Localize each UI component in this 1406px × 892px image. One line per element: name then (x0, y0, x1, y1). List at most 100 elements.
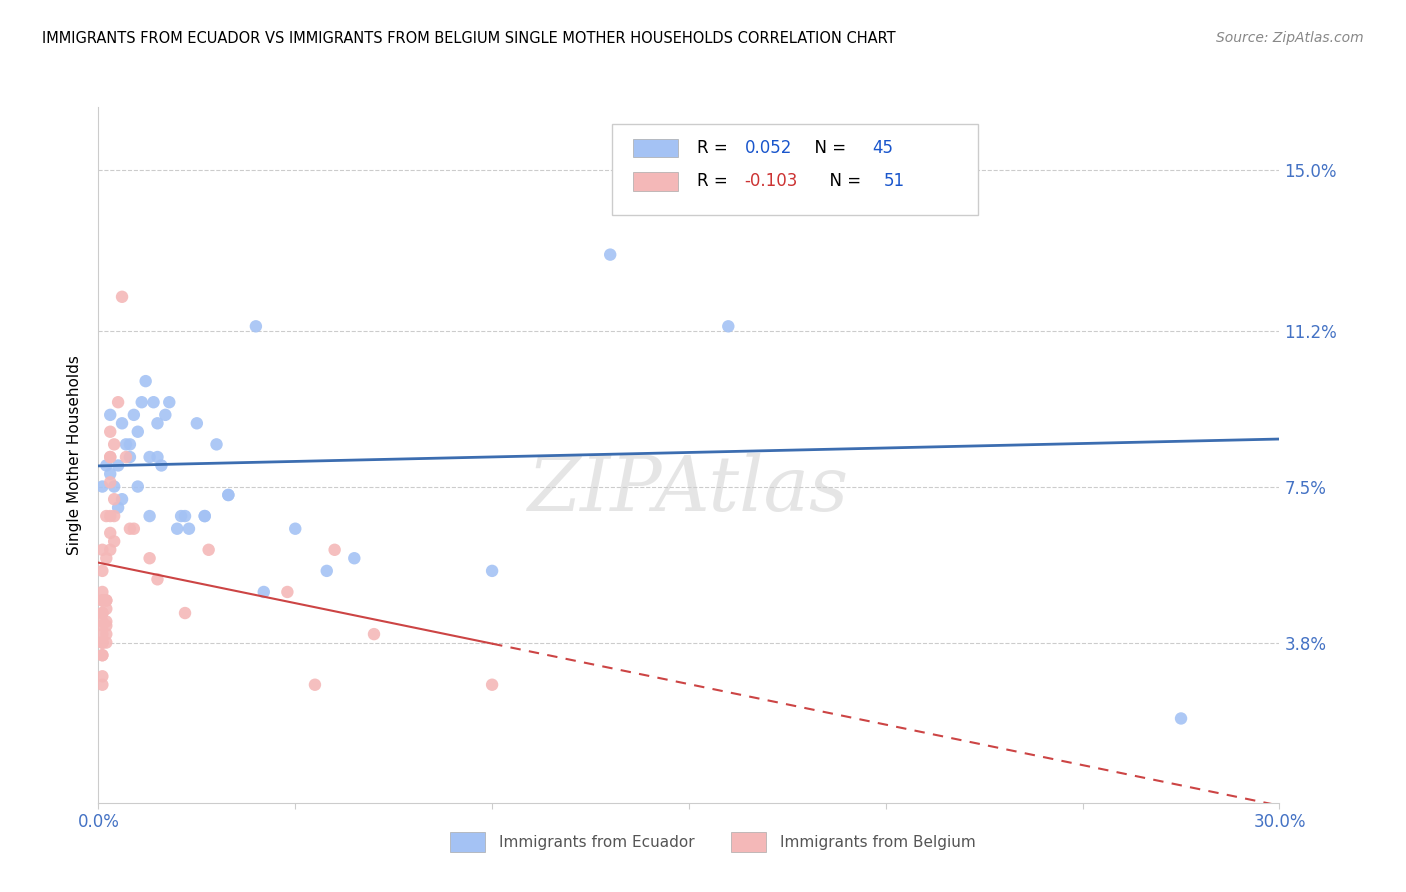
Point (142, 395, 165, 409)
Point (253, 585, 276, 599)
Point (122, 522, 145, 536)
Point (96, 627, 118, 641)
Point (98, 509, 121, 524)
Point (98, 408, 121, 422)
Point (98, 450, 121, 464)
Point (91, 606, 114, 620)
Point (91, 635, 114, 649)
Point (103, 492, 125, 507)
Point (146, 417, 169, 431)
Point (98, 542, 121, 557)
Point (304, 678, 326, 692)
Point (481, 564, 503, 578)
Text: -0.103: -0.103 (744, 172, 797, 191)
Point (91, 635, 114, 649)
Point (91, 479, 114, 493)
Text: N =: N = (803, 139, 851, 157)
Point (481, 678, 503, 692)
Point (91, 585, 114, 599)
Point (91, 593, 114, 607)
Point (284, 522, 307, 536)
Point (111, 417, 134, 431)
Point (91, 627, 114, 641)
Point (217, 488, 239, 502)
Point (111, 290, 134, 304)
Text: Immigrants from Belgium: Immigrants from Belgium (780, 835, 976, 849)
Point (122, 408, 145, 422)
Point (96, 458, 118, 473)
FancyBboxPatch shape (634, 139, 678, 157)
Point (146, 572, 169, 586)
Point (96, 509, 118, 524)
Point (186, 417, 208, 431)
Point (103, 509, 125, 524)
Point (174, 509, 197, 524)
Point (91, 678, 114, 692)
Point (323, 542, 346, 557)
Point (138, 509, 160, 524)
Text: Immigrants from Ecuador: Immigrants from Ecuador (499, 835, 695, 849)
Point (953, 163, 976, 178)
Point (111, 492, 134, 507)
Point (98, 467, 121, 481)
Point (91, 593, 114, 607)
FancyBboxPatch shape (612, 124, 979, 215)
Point (131, 395, 153, 409)
Point (107, 458, 129, 473)
Point (103, 437, 125, 451)
Text: R =: R = (697, 139, 733, 157)
Point (197, 542, 219, 557)
Point (717, 319, 740, 334)
Point (127, 479, 149, 493)
Point (315, 564, 337, 578)
Point (96, 593, 118, 607)
Point (127, 425, 149, 439)
Point (107, 395, 129, 409)
Point (118, 522, 141, 536)
Point (96, 615, 118, 629)
Point (157, 395, 180, 409)
Text: 45: 45 (872, 139, 893, 157)
Point (166, 522, 188, 536)
Point (96, 551, 118, 566)
Point (91, 542, 114, 557)
Point (194, 509, 217, 524)
Point (138, 450, 160, 464)
Point (1170, 711, 1192, 725)
Point (98, 525, 121, 540)
Point (115, 450, 138, 464)
Point (217, 488, 239, 502)
Point (194, 509, 217, 524)
Point (91, 615, 114, 629)
Point (91, 648, 114, 663)
Point (115, 437, 138, 451)
Point (91, 635, 114, 649)
Point (91, 618, 114, 632)
Point (146, 450, 169, 464)
Point (98, 425, 121, 439)
FancyBboxPatch shape (634, 172, 678, 191)
Point (91, 564, 114, 578)
Text: Source: ZipAtlas.com: Source: ZipAtlas.com (1216, 31, 1364, 45)
Point (599, 247, 621, 261)
Point (91, 606, 114, 620)
Point (155, 408, 177, 422)
Point (107, 500, 129, 515)
Point (96, 618, 118, 632)
Point (96, 602, 118, 616)
Point (103, 534, 125, 549)
Point (343, 551, 366, 566)
Text: 51: 51 (884, 172, 905, 191)
Point (276, 585, 298, 599)
Point (98, 450, 121, 464)
Point (363, 627, 385, 641)
Y-axis label: Single Mother Households: Single Mother Households (67, 355, 83, 555)
Text: R =: R = (697, 172, 733, 191)
Point (118, 437, 141, 451)
Text: N =: N = (818, 172, 866, 191)
Point (91, 648, 114, 663)
Point (96, 593, 118, 607)
Text: ZIPAtlas: ZIPAtlas (529, 453, 849, 526)
Point (103, 479, 125, 493)
Point (205, 437, 228, 451)
